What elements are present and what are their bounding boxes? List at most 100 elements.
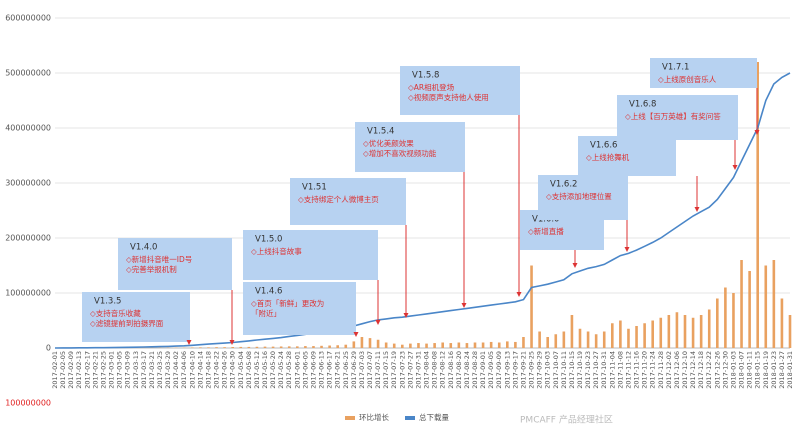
x-tick-label: 2017-05-24: [277, 351, 285, 389]
x-tick-label: 2017-09-21: [519, 351, 527, 389]
annotation: V1.6.2◇支持添加地理位置: [538, 175, 630, 252]
x-tick-label: 2017-08-28: [471, 351, 479, 389]
bar: [231, 347, 234, 348]
bar: [352, 341, 356, 348]
bar: [619, 320, 622, 348]
x-tick-label: 2018-01-19: [762, 351, 770, 389]
bar: [538, 331, 541, 348]
x-tick-label: 2017-12-22: [705, 351, 713, 389]
x-tick-label: 2017-03-01: [108, 351, 116, 389]
x-tick-label: 2017-03-21: [148, 351, 156, 389]
x-tick-label: 2017-03-29: [164, 351, 172, 389]
x-tick-label: 2017-04-06: [180, 351, 188, 389]
annotation-box: [243, 282, 356, 335]
annotation: V1.5.8◇AR相机登场◇视频原声支持他人使用: [400, 66, 522, 297]
x-tick-label: 2017-08-08: [431, 351, 439, 389]
annotation-box: [243, 230, 378, 280]
x-tick-label: 2017-04-30: [229, 351, 237, 389]
x-tick-label: 2017-12-10: [681, 351, 689, 389]
x-tick-label: 2017-10-15: [568, 351, 576, 389]
x-tick-label: 2017-04-10: [188, 351, 196, 389]
annotation-box: [617, 95, 738, 140]
bar: [764, 265, 768, 348]
annotation-item: ◇滤镜提前到拍摄界面: [90, 318, 164, 328]
x-tick-label: 2017-10-31: [600, 351, 608, 389]
x-tick-label: 2017-02-13: [75, 351, 83, 389]
x-tick-label: 2017-07-11: [374, 351, 382, 389]
x-tick-label: 2017-06-13: [318, 351, 326, 389]
bar: [481, 342, 485, 348]
annotation-item: ◇新增直播: [528, 226, 564, 236]
bar: [675, 312, 679, 348]
arrow-head: [624, 247, 630, 252]
bar: [263, 346, 267, 348]
bar: [433, 343, 436, 348]
bar: [360, 337, 364, 348]
x-tick-label: 2017-08-20: [455, 351, 463, 389]
arrow-head: [229, 340, 235, 345]
annotation-version: V1.6.2: [550, 180, 577, 190]
arrow-head: [353, 332, 359, 337]
annotation-item: ◇上线原创音乐人: [658, 74, 717, 84]
annotation-version: V1.6.8: [629, 100, 656, 110]
y-tick-label: 200000000: [5, 234, 51, 243]
annotation-version: V1.7.1: [662, 63, 689, 73]
annotation-item: ◇上线抢舞机: [586, 152, 630, 162]
annotation-item: 「附近」: [251, 308, 281, 318]
bar: [255, 346, 259, 348]
x-tick-label: 2017-02-25: [99, 351, 107, 389]
x-tick-label: 2017-07-31: [414, 351, 422, 389]
bar: [716, 298, 719, 348]
bar: [691, 317, 695, 348]
annotation-box: [355, 122, 465, 172]
y-tick-label: 300000000: [5, 179, 51, 188]
x-tick-label: 2017-12-02: [665, 351, 673, 389]
x-tick-label: 2017-09-13: [503, 351, 511, 389]
x-tick-label: 2017-09-17: [511, 351, 519, 389]
x-tick-label: 2017-05-28: [285, 351, 293, 389]
bar: [683, 315, 687, 348]
x-tick-label: 2017-10-19: [576, 351, 584, 389]
bar: [740, 260, 743, 348]
bar: [239, 346, 243, 348]
x-tick-label: 2017-09-05: [487, 351, 495, 389]
bar: [530, 265, 533, 348]
annotation-item: ◇增加不喜欢视频功能: [363, 148, 437, 158]
y-tick-label: 500000000: [5, 69, 51, 78]
x-tick-label: 2017-02-21: [91, 351, 99, 389]
x-tick-label: 2017-05-16: [261, 351, 269, 389]
bar: [336, 345, 339, 348]
arrow-head: [461, 303, 467, 308]
legend-label: 总下载量: [419, 412, 449, 422]
x-tick-label: 2017-04-02: [172, 351, 180, 389]
annotation-item: ◇支持绑定个人微博主页: [298, 194, 379, 204]
annotation-box: [82, 292, 190, 342]
bar: [748, 271, 751, 348]
annotation: V1.5.0◇上线抖音故事: [243, 230, 381, 325]
x-tick-label: 2017-03-05: [116, 351, 124, 389]
bar: [473, 342, 477, 348]
arrow-head: [572, 263, 578, 268]
x-tick-label: 2018-01-07: [738, 351, 746, 389]
x-tick-label: 2017-02-17: [83, 351, 91, 389]
bar: [296, 346, 299, 348]
x-tick-label: 2017-03-25: [156, 351, 164, 389]
x-tick-label: 2017-12-26: [713, 351, 721, 389]
x-tick-label: 2017-04-22: [213, 351, 221, 389]
bar: [207, 347, 210, 348]
x-tick-label: 2017-10-27: [592, 351, 600, 389]
arrow-head: [403, 313, 409, 318]
x-tick-label: 2017-11-08: [616, 351, 624, 389]
y-tick-label: 0: [46, 344, 51, 353]
annotation: V1.5.4◇优化美颜效果◇增加不喜欢视频功能: [355, 122, 467, 308]
bar: [780, 298, 784, 348]
arrow-head: [516, 292, 522, 297]
x-tick-label: 2017-10-07: [552, 351, 560, 389]
x-tick-label: 2017-11-20: [641, 351, 649, 389]
bar: [441, 342, 444, 348]
bar: [425, 343, 428, 348]
x-tick-label: 2018-01-23: [770, 351, 778, 389]
x-tick-label: 2017-12-30: [721, 351, 729, 389]
bar: [497, 342, 501, 348]
annotation-box: [650, 58, 757, 88]
